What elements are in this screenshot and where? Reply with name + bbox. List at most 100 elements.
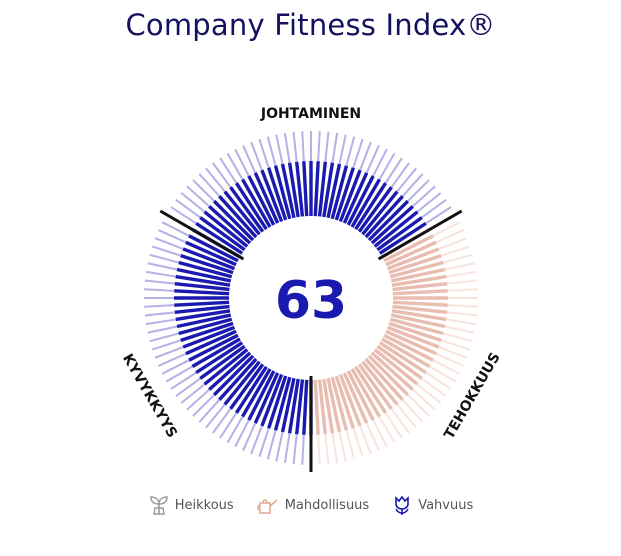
radial-bar-tehokkuus bbox=[392, 300, 448, 307]
radial-bar-outer-kyvykkyys bbox=[145, 270, 176, 278]
radial-bar-outer-kyvykkyys bbox=[175, 377, 201, 397]
radial-bar-johtaminen bbox=[367, 199, 410, 242]
radial-bar-outer-tehokkuus bbox=[440, 245, 471, 257]
radial-bar-tehokkuus bbox=[338, 373, 362, 427]
radial-bar-tehokkuus bbox=[386, 325, 440, 349]
radial-bar-johtaminen bbox=[334, 167, 355, 221]
radial-bar-kyvykkyys bbox=[199, 344, 246, 380]
radial-bar-johtaminen bbox=[203, 210, 249, 248]
radial-bar-outer-tehokkuus bbox=[378, 416, 396, 444]
watering-can-icon bbox=[256, 499, 278, 514]
radial-bar-outer-johtaminen bbox=[301, 131, 305, 162]
radial-bar-kyvykkyys bbox=[174, 281, 230, 292]
radial-bar-tehokkuus bbox=[390, 313, 446, 329]
radial-bar-outer-johtaminen bbox=[407, 179, 430, 202]
radial-bar-outer-johtaminen bbox=[338, 134, 347, 165]
radial-bar-outer-johtaminen bbox=[384, 157, 403, 184]
radial-bar-outer-johtaminen bbox=[372, 148, 388, 177]
section-divider bbox=[377, 209, 463, 261]
radial-bar-kyvykkyys bbox=[178, 317, 233, 336]
radial-bar-outer-tehokkuus bbox=[444, 325, 475, 334]
radial-bar-outer-tehokkuus bbox=[338, 431, 347, 462]
radial-bar-kyvykkyys bbox=[174, 300, 230, 307]
radial-bar-outer-kyvykkyys bbox=[275, 431, 284, 462]
radial-bar-johtaminen bbox=[357, 186, 393, 233]
radial-bar-outer-kyvykkyys bbox=[212, 408, 232, 434]
radial-bar-outer-kyvykkyys bbox=[145, 318, 176, 326]
radial-bar-outer-johtaminen bbox=[412, 185, 436, 208]
section-label-kyvykkyys: KYVYKKYYS bbox=[119, 351, 180, 440]
radial-bar-tehokkuus bbox=[342, 372, 369, 424]
radial-bar-tehokkuus bbox=[388, 254, 442, 275]
radial-bar-outer-johtaminen bbox=[352, 138, 364, 169]
radial-bar-outer-kyvykkyys bbox=[151, 245, 182, 257]
radial-bar-outer-tehokkuus bbox=[396, 403, 417, 429]
radial-bar-outer-tehokkuus bbox=[317, 434, 321, 465]
radial-bar-tehokkuus bbox=[346, 370, 375, 421]
radial-bar-kyvykkyys bbox=[280, 377, 296, 433]
radial-bar-kyvykkyys bbox=[247, 370, 276, 421]
radial-bar-kyvykkyys bbox=[273, 376, 292, 431]
radial-bar-tehokkuus bbox=[373, 348, 419, 386]
radial-bar-johtaminen bbox=[376, 216, 423, 252]
radial-bar-tehokkuus bbox=[390, 267, 446, 283]
radial-bar-outer-tehokkuus bbox=[443, 332, 473, 343]
radial-bar-outer-kyvykkyys bbox=[250, 425, 263, 455]
radial-bar-outer-kyvykkyys bbox=[205, 403, 226, 429]
radial-bar-outer-kyvykkyys bbox=[144, 304, 175, 308]
radial-bar-tehokkuus bbox=[392, 281, 448, 292]
radial-bar-kyvykkyys bbox=[174, 304, 230, 315]
radial-bar-johtaminen bbox=[273, 165, 292, 220]
radial-bar-tehokkuus bbox=[317, 379, 328, 435]
radial-bar-kyvykkyys bbox=[195, 341, 244, 375]
radial-bar-kyvykkyys bbox=[180, 321, 234, 342]
legend: Heikkous Mahdollisuus Vahvuus bbox=[0, 494, 621, 516]
radial-bar-outer-johtaminen bbox=[283, 132, 291, 163]
radial-bar-outer-kyvykkyys bbox=[144, 288, 175, 292]
sprout-icon bbox=[150, 496, 168, 515]
radial-bar-outer-tehokkuus bbox=[435, 229, 464, 244]
radial-bar-johtaminen bbox=[212, 199, 255, 242]
radial-bar-outer-kyvykkyys bbox=[186, 388, 210, 411]
radial-bar-johtaminen bbox=[229, 186, 265, 233]
radial-bar-outer-johtaminen bbox=[242, 145, 257, 174]
legend-label: Heikkous bbox=[174, 497, 234, 513]
radial-bar-outer-tehokkuus bbox=[365, 422, 380, 451]
radial-bar-tehokkuus bbox=[334, 375, 355, 429]
radial-bar-johtaminen bbox=[241, 178, 272, 228]
radial-bar-johtaminen bbox=[350, 178, 381, 228]
radial-bar-outer-johtaminen bbox=[170, 206, 197, 225]
radial-bar-kyvykkyys bbox=[218, 357, 258, 401]
radial-bar-tehokkuus bbox=[391, 309, 447, 322]
radial-bar-outer-tehokkuus bbox=[416, 383, 442, 404]
radial-bar-tehokkuus bbox=[367, 354, 410, 397]
radial-bar-outer-johtaminen bbox=[390, 162, 410, 188]
radial-bar-outer-johtaminen bbox=[266, 136, 277, 166]
radial-bar-outer-johtaminen bbox=[317, 131, 321, 162]
radial-bar-outer-johtaminen bbox=[205, 167, 226, 193]
radial-bar-johtaminen bbox=[234, 182, 268, 231]
radial-bar-outer-kyvykkyys bbox=[258, 427, 270, 458]
radial-bar-tehokkuus bbox=[330, 376, 349, 431]
radial-bar-johtaminen bbox=[317, 161, 328, 217]
radial-bar-tehokkuus bbox=[361, 360, 399, 406]
radial-bar-johtaminen bbox=[302, 161, 309, 217]
radial-bar-kyvykkyys bbox=[253, 372, 280, 424]
legend-item-mahdollisuus: Mahdollisuus bbox=[256, 494, 369, 516]
radial-bar-tehokkuus bbox=[386, 247, 440, 271]
radial-bar-johtaminen bbox=[294, 161, 305, 217]
radial-bar-kyvykkyys bbox=[212, 354, 255, 397]
radial-bar-johtaminen bbox=[330, 165, 349, 220]
radial-bar-johtaminen bbox=[326, 163, 342, 219]
radial-bar-outer-kyvykkyys bbox=[192, 394, 215, 417]
radial-bar-outer-kyvykkyys bbox=[147, 325, 178, 334]
radial-bar-outer-tehokkuus bbox=[447, 288, 478, 292]
radial-bar-outer-johtaminen bbox=[275, 134, 284, 165]
radial-bar-johtaminen bbox=[361, 190, 399, 236]
radial-bar-outer-johtaminen bbox=[425, 206, 452, 225]
radial-bar-tehokkuus bbox=[370, 351, 414, 391]
radial-bar-outer-johtaminen bbox=[175, 199, 201, 219]
radial-bar-outer-tehokkuus bbox=[425, 371, 452, 390]
radial-bar-tehokkuus bbox=[392, 304, 448, 315]
radial-bar-tehokkuus bbox=[326, 377, 342, 433]
